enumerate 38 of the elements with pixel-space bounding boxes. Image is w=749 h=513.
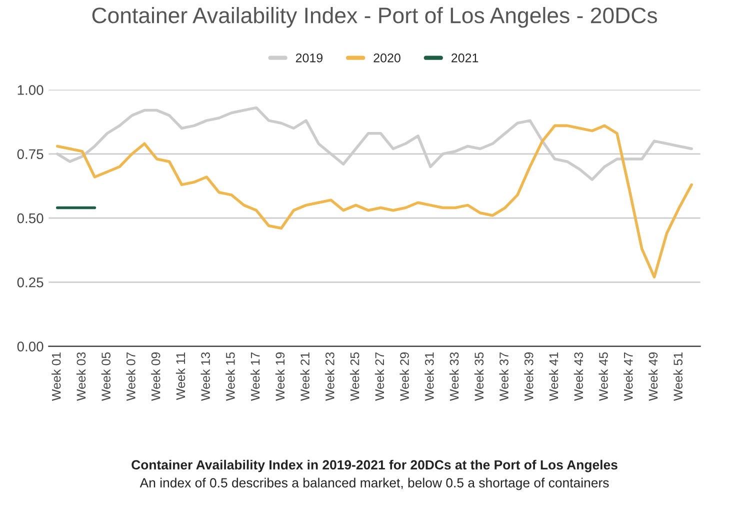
x-tick-label: Week 39 xyxy=(524,352,534,401)
y-tick-label: 0.25 xyxy=(17,277,44,288)
x-tick-label: Week 31 xyxy=(424,352,434,401)
x-tick-label: Week 37 xyxy=(499,352,508,401)
x-tick-label: Week 23 xyxy=(325,352,334,401)
x-tick-label: Week 29 xyxy=(400,352,409,401)
y-tick-label: 1.00 xyxy=(18,85,44,95)
chart-title: Container Availability Index - Port of Los Angeles - 20DCs xyxy=(92,6,657,28)
x-tick-label: Week 27 xyxy=(374,352,384,401)
legend-label: 2020 xyxy=(374,54,400,62)
x-tick-label: Week 21 xyxy=(300,352,310,401)
x-tick-label: Week 41 xyxy=(548,352,558,401)
x-tick-label: Week 01 xyxy=(52,352,61,401)
x-tick-label: Week 49 xyxy=(648,352,658,401)
x-tick-label: Week 09 xyxy=(151,352,160,401)
x-tick-label: Week 25 xyxy=(350,352,360,401)
x-tick-label: Week 51 xyxy=(673,352,683,401)
x-tick-label: Week 19 xyxy=(275,352,285,401)
x-tick-label: Week 13 xyxy=(200,352,210,401)
y-tick-label: 0.00 xyxy=(17,342,44,352)
text: An index of 0.5 describes a balanced market, below 0.5 a shortage of containers xyxy=(140,478,609,490)
x-tick-label: Week 35 xyxy=(474,352,484,401)
legend-label: 2019 xyxy=(296,54,323,62)
line-series xyxy=(56,124,693,278)
x-tick-label: Week 45 xyxy=(598,352,608,401)
x-tick-label: Week 15 xyxy=(226,352,235,401)
x-tick-label: Week 33 xyxy=(450,352,459,401)
x-tick-label: Week 11 xyxy=(176,352,186,400)
legend-label: 2021 xyxy=(452,54,478,62)
y-tick-label: 0.50 xyxy=(17,213,44,224)
x-tick-label: Week 05 xyxy=(101,352,110,401)
text: Container Availability Index in 2019-2021 for 20DCs at the Port of Los Angeles xyxy=(132,460,618,472)
x-tick-label: Week 43 xyxy=(574,352,584,401)
x-tick-label: Week 17 xyxy=(250,352,260,401)
x-tick-label: Week 47 xyxy=(624,352,633,401)
x-tick-label: Week 07 xyxy=(126,352,136,401)
y-tick-label: 0.75 xyxy=(17,149,44,160)
x-tick-label: Week 03 xyxy=(76,352,86,401)
